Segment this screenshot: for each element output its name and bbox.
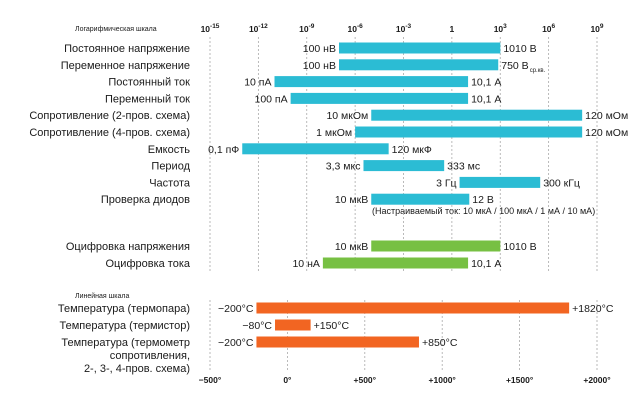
range-low-label: 3 Гц — [436, 177, 456, 189]
chart-labels: 10-15 10-12 10-9 10-6 10-3 1 103 106 109 −500° 0° +… — [29, 23, 628, 385]
linear-tick-label: 0° — [283, 375, 292, 385]
range-low-label: 10 мкВ — [335, 194, 368, 206]
category-label: Постоянный ток — [108, 77, 190, 89]
category-label: Сопротивление (2-пров. схема) — [29, 110, 190, 122]
range-high-label: +1820°C — [572, 303, 614, 315]
current-source-note: (Настраиваемый ток: 10 мкА / 100 мкА / 1… — [372, 206, 595, 216]
category-label: Оцифровка тока — [105, 258, 190, 270]
range-bar — [274, 76, 469, 88]
range-low-label: 0,1 пФ — [208, 144, 239, 156]
range-bar — [371, 193, 470, 205]
range-low-label: −80°C — [242, 320, 272, 332]
range-bar — [339, 42, 501, 54]
range-low-label: 100 пА — [254, 93, 287, 105]
log-tick-label: 10-3 — [396, 23, 412, 34]
category-label: Температура (термистор) — [59, 320, 190, 332]
category-label: 2-, 3-, 4-пров. схема) — [84, 363, 190, 375]
range-low-label: 10 мкВ — [335, 241, 368, 253]
range-bar — [339, 59, 499, 71]
category-label: Температура (термометр — [61, 337, 190, 349]
linear-tick-label: −500° — [199, 375, 222, 385]
category-label: Переменное напряжение — [61, 60, 190, 72]
range-low-label: 10 пА — [244, 77, 271, 89]
category-label: Постоянное напряжение — [64, 43, 190, 55]
category-label: Период — [151, 161, 190, 173]
range-low-label: 100 нВ — [303, 43, 336, 55]
range-low-label: 10 мкОм — [326, 110, 368, 122]
range-high-sub-label: ср.кв. — [530, 68, 546, 74]
range-bar — [459, 176, 541, 188]
category-label: Переменный ток — [105, 93, 190, 105]
category-label: Проверка диодов — [101, 194, 190, 206]
linear-tick-label: +1000° — [429, 375, 457, 385]
category-label: Оцифровка напряжения — [66, 241, 190, 253]
range-high-label: 120 мОм — [585, 110, 628, 122]
linear-scale-title: Линейная шкала — [75, 292, 129, 300]
range-bar — [242, 143, 389, 155]
range-bar — [371, 109, 583, 121]
range-high-label: 120 мкФ — [392, 144, 432, 156]
category-label: Температура (термопара) — [58, 303, 190, 315]
range-bar — [363, 160, 445, 172]
log-tick-label: 106 — [542, 23, 555, 34]
range-low-label: 3,3 мкс — [326, 161, 361, 173]
range-low-label: 10 нА — [292, 258, 319, 270]
range-high-label: 333 мс — [447, 161, 480, 173]
range-bar — [371, 240, 501, 252]
range-bar — [355, 126, 583, 138]
linear-tick-label: +500° — [354, 375, 377, 385]
range-bar — [290, 92, 469, 104]
linear-tick-label: +2000° — [583, 375, 611, 385]
range-high-label: 300 кГц — [543, 177, 580, 189]
range-high-label: 12 В — [472, 194, 494, 206]
range-high-label: 10,1 А — [471, 77, 501, 89]
log-tick-label: 10-12 — [249, 23, 268, 34]
range-bar — [275, 319, 311, 331]
range-high-label: 10,1 А — [471, 93, 501, 105]
range-high-label: 120 мОм — [585, 127, 628, 139]
range-high-label: +850°C — [422, 337, 458, 349]
log-tick-label: 109 — [590, 23, 603, 34]
range-bar — [322, 257, 469, 269]
log-tick-label: 10-15 — [201, 23, 220, 34]
log-scale-title: Логарифмическая шкала — [75, 26, 157, 33]
log-tick-label: 10-6 — [348, 23, 364, 34]
log-tick-label: 10-9 — [299, 23, 315, 34]
range-high-label: 1010 В — [503, 241, 536, 253]
range-high-label: 750 В — [501, 60, 528, 72]
range-low-label: 1 мкОм — [316, 127, 352, 139]
linear-tick-label: +1500° — [506, 375, 534, 385]
range-bar — [256, 302, 570, 314]
range-bars — [242, 42, 583, 348]
range-high-label: 1010 В — [503, 43, 536, 55]
range-bar — [256, 336, 419, 348]
range-low-label: 100 нВ — [303, 60, 336, 72]
category-label: Емкость — [148, 144, 190, 156]
range-low-label: −200°C — [218, 337, 254, 349]
range-low-label: −200°C — [218, 303, 254, 315]
category-label: Частота — [149, 177, 191, 189]
log-tick-label: 1 — [450, 24, 455, 34]
log-tick-label: 103 — [494, 23, 507, 34]
category-label: Сопротивление (4-пров. схема) — [29, 127, 190, 139]
range-high-label: 10,1 А — [471, 258, 501, 270]
range-high-label: +150°C — [314, 320, 350, 332]
category-label: сопротивления, — [110, 350, 190, 362]
